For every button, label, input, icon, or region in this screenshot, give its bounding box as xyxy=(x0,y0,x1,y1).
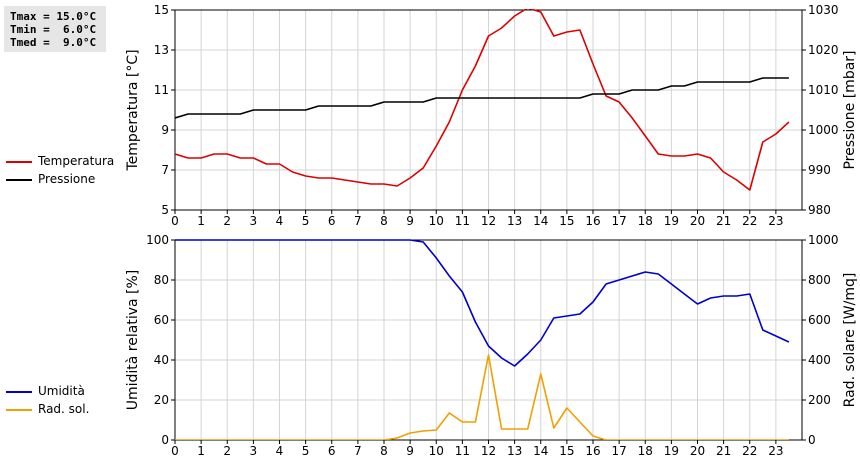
x-tick-label: 0 xyxy=(171,444,179,458)
y2-tick-label: 200 xyxy=(808,393,831,407)
x-tick-label: 18 xyxy=(638,444,653,458)
x-tick-label: 5 xyxy=(302,214,310,228)
x-tick-label: 21 xyxy=(716,214,731,228)
x-tick-label: 19 xyxy=(664,444,679,458)
y2-tick-label: 1000 xyxy=(808,233,839,247)
legend-temperatura-label: Temperatura xyxy=(38,154,115,168)
x-tick-label: 2 xyxy=(223,444,231,458)
x-tick-label: 14 xyxy=(533,214,548,228)
x-tick-label: 11 xyxy=(455,444,470,458)
y-tick-label: 80 xyxy=(154,273,169,287)
x-tick-label: 17 xyxy=(611,214,626,228)
x-tick-label: 2 xyxy=(223,214,231,228)
x-tick-label: 15 xyxy=(559,214,574,228)
y2-tick-label: 0 xyxy=(808,433,816,447)
legend-radsol-label: Rad. sol. xyxy=(38,402,90,416)
x-tick-label: 23 xyxy=(768,214,783,228)
y2-tick-label: 1030 xyxy=(808,3,839,17)
x-tick-label: 4 xyxy=(276,214,284,228)
y-tick-label: 11 xyxy=(154,83,169,97)
y-tick-label: 0 xyxy=(161,433,169,447)
y-tick-label: 60 xyxy=(154,313,169,327)
y2-tick-label: 1010 xyxy=(808,83,839,97)
x-tick-label: 6 xyxy=(328,444,336,458)
x-tick-label: 21 xyxy=(716,444,731,458)
legend-radsol-swatch xyxy=(6,409,32,411)
stats-box: Tmax = 15.0°C Tmin = 6.0°C Tmed = 9.0°C xyxy=(4,6,106,52)
legend-umidita-label: Umidità xyxy=(38,384,85,398)
x-tick-label: 23 xyxy=(768,444,783,458)
y2-tick-label: 1000 xyxy=(808,123,839,137)
series-line-temperatura xyxy=(175,9,790,191)
y-tick-label: 100 xyxy=(146,233,169,247)
x-tick-label: 13 xyxy=(507,214,522,228)
x-tick-label: 17 xyxy=(611,444,626,458)
x-tick-label: 22 xyxy=(742,214,757,228)
x-tick-label: 4 xyxy=(276,444,284,458)
y-tick-label: 9 xyxy=(161,123,169,137)
x-tick-label: 0 xyxy=(171,214,179,228)
y-tick-label: 13 xyxy=(154,43,169,57)
series-line-umidit- xyxy=(175,239,790,367)
x-tick-label: 19 xyxy=(664,214,679,228)
y2-axis-title: Rad. solare [W/mq] xyxy=(842,273,858,408)
series-line-rad-sol- xyxy=(175,354,789,440)
x-tick-label: 9 xyxy=(406,444,414,458)
tmax-stat: Tmax = 15.0°C xyxy=(10,10,97,23)
x-tick-label: 1 xyxy=(197,444,205,458)
y-tick-label: 15 xyxy=(154,3,169,17)
chart-panel-2: 0 1 2 3 4 5 6 7 8 9 10 11 12 13 14 15 16 17 18 19 20 21 22 2302… xyxy=(125,233,858,458)
y2-tick-label: 980 xyxy=(808,203,831,217)
x-tick-label: 16 xyxy=(585,214,600,228)
tmin-stat: Tmin = 6.0°C xyxy=(10,23,97,36)
x-tick-label: 20 xyxy=(690,214,705,228)
y2-axis-title: Pressione [mbar] xyxy=(842,50,858,169)
x-tick-label: 7 xyxy=(354,214,362,228)
y-tick-label: 20 xyxy=(154,393,169,407)
x-tick-label: 22 xyxy=(742,444,757,458)
y2-tick-label: 1020 xyxy=(808,43,839,57)
y-axis-title: Temperatura [°C] xyxy=(125,49,141,171)
x-tick-label: 12 xyxy=(481,444,496,458)
x-tick-label: 9 xyxy=(406,214,414,228)
x-tick-label: 11 xyxy=(455,214,470,228)
legend-temperatura-swatch xyxy=(6,161,32,163)
x-tick-label: 15 xyxy=(559,444,574,458)
x-tick-label: 5 xyxy=(302,444,310,458)
x-tick-label: 14 xyxy=(533,444,548,458)
x-tick-label: 10 xyxy=(429,214,444,228)
series-line-pressione xyxy=(175,77,789,119)
x-tick-label: 7 xyxy=(354,444,362,458)
y2-tick-label: 400 xyxy=(808,353,831,367)
x-tick-label: 12 xyxy=(481,214,496,228)
chart-panel-1: 0 1 2 3 4 5 6 7 8 9 10 11 12 13 14 15 16 17 18 19 20 21 22 2357… xyxy=(125,3,858,228)
x-tick-label: 13 xyxy=(507,444,522,458)
tmed-stat: Tmed = 9.0°C xyxy=(10,36,97,49)
y-tick-label: 40 xyxy=(154,353,169,367)
y2-tick-label: 990 xyxy=(808,163,831,177)
y2-tick-label: 800 xyxy=(808,273,831,287)
x-tick-label: 20 xyxy=(690,444,705,458)
x-tick-label: 18 xyxy=(638,214,653,228)
x-tick-label: 8 xyxy=(380,214,388,228)
legend-pressione-label: Pressione xyxy=(38,172,96,186)
y-axis-title: Umidità relativa [%] xyxy=(125,270,141,411)
legend-umidita-swatch xyxy=(6,391,32,393)
x-tick-label: 3 xyxy=(250,214,258,228)
x-tick-label: 10 xyxy=(429,444,444,458)
y-tick-label: 7 xyxy=(161,163,169,177)
x-tick-label: 8 xyxy=(380,444,388,458)
legend-pressione-swatch xyxy=(6,179,32,181)
x-tick-label: 3 xyxy=(250,444,258,458)
x-tick-label: 16 xyxy=(585,444,600,458)
y2-tick-label: 600 xyxy=(808,313,831,327)
x-tick-label: 1 xyxy=(197,214,205,228)
y-tick-label: 5 xyxy=(161,203,169,217)
x-tick-label: 6 xyxy=(328,214,336,228)
